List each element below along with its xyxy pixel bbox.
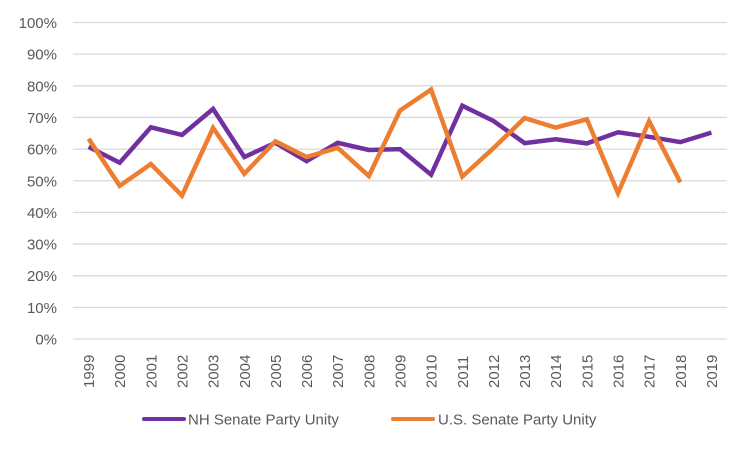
series-line-nh-senate-party-unity	[87, 102, 713, 179]
x-tick-label: 2007	[330, 355, 347, 388]
y-tick-label: 30%	[27, 237, 57, 254]
gridlines	[73, 21, 727, 340]
x-tick-label: 1999	[81, 355, 98, 388]
x-tick-label: 2019	[704, 355, 721, 388]
data-point-u-s-senate-party-unity-2002	[180, 193, 184, 197]
legend-item-nh-senate[interactable]: NH Senate Party Unity	[142, 412, 339, 429]
data-point-nh-senate-party-unity-2006	[304, 159, 308, 163]
x-tick-label: 2004	[237, 355, 254, 388]
x-tick-label: 2009	[393, 355, 410, 388]
data-point-nh-senate-party-unity-2016	[616, 130, 620, 134]
x-tick-label: 2003	[206, 355, 223, 388]
data-point-nh-senate-party-unity-1999	[86, 145, 90, 149]
data-point-nh-senate-party-unity-2002	[180, 133, 184, 137]
x-tick-label: 2000	[112, 355, 129, 388]
x-tick-label: 2002	[175, 355, 192, 388]
data-point-nh-senate-party-unity-2007	[336, 141, 340, 145]
data-point-nh-senate-party-unity-2008	[367, 148, 371, 152]
data-point-nh-senate-party-unity-2014	[554, 137, 558, 141]
x-tick-label: 2011	[455, 356, 472, 388]
data-point-u-s-senate-party-unity-2009	[398, 108, 402, 112]
legend: NH Senate Party Unity U.S. Senate Party …	[142, 412, 597, 429]
data-point-nh-senate-party-unity-2004	[242, 155, 246, 159]
data-point-u-s-senate-party-unity-2010	[429, 87, 433, 91]
data-point-u-s-senate-party-unity-2000	[118, 184, 122, 188]
data-point-nh-senate-party-unity-2019	[709, 130, 713, 134]
data-point-u-s-senate-party-unity-2005	[273, 139, 277, 143]
x-axis-tick-labels: 1999 2000 2001 2002 2003 2004 2005 2006 2007 2008…	[81, 355, 721, 388]
y-tick-label: 70%	[27, 110, 57, 127]
y-tick-label: 50%	[27, 173, 57, 190]
data-point-nh-senate-party-unity-2009	[398, 147, 402, 151]
data-point-u-s-senate-party-unity-2007	[336, 146, 340, 150]
y-tick-label: 90%	[27, 47, 57, 64]
data-point-nh-senate-party-unity-2015	[585, 141, 589, 145]
x-tick-label: 2006	[299, 355, 316, 388]
data-point-nh-senate-party-unity-2003	[211, 107, 215, 111]
x-tick-label: 2008	[361, 355, 378, 388]
data-point-nh-senate-party-unity-2018	[678, 140, 682, 144]
x-tick-label: 2001	[143, 355, 160, 388]
data-point-nh-senate-party-unity-2017	[647, 135, 651, 139]
series-line-u-s-senate-party-unity	[86, 86, 683, 200]
data-point-u-s-senate-party-unity-2018	[678, 180, 682, 184]
x-tick-label: 2012	[486, 355, 503, 388]
data-point-u-s-senate-party-unity-1999	[86, 136, 90, 140]
y-tick-label: 100%	[19, 15, 57, 32]
data-point-nh-senate-party-unity-2001	[149, 125, 153, 129]
series-lines	[86, 86, 713, 200]
data-point-u-s-senate-party-unity-2006	[304, 155, 308, 159]
data-point-nh-senate-party-unity-2000	[118, 161, 122, 165]
data-point-u-s-senate-party-unity-2017	[647, 119, 651, 123]
x-tick-label: 2014	[548, 355, 565, 388]
x-tick-label: 2016	[611, 355, 628, 388]
data-point-u-s-senate-party-unity-2011	[460, 174, 464, 178]
y-tick-label: 60%	[27, 142, 57, 159]
y-tick-label: 10%	[27, 300, 57, 317]
y-tick-label: 40%	[27, 205, 57, 222]
legend-item-us-senate[interactable]: U.S. Senate Party Unity	[391, 412, 597, 429]
data-point-u-s-senate-party-unity-2004	[242, 172, 246, 176]
x-tick-label: 2005	[268, 355, 285, 388]
data-point-nh-senate-party-unity-2013	[522, 141, 526, 145]
data-point-u-s-senate-party-unity-2003	[211, 126, 215, 130]
data-point-u-s-senate-party-unity-2015	[585, 117, 589, 121]
x-tick-label: 2017	[642, 355, 659, 388]
legend-label-us-senate: U.S. Senate Party Unity	[438, 412, 597, 429]
data-point-u-s-senate-party-unity-2014	[554, 125, 558, 129]
data-point-nh-senate-party-unity-2010	[429, 173, 433, 177]
y-axis-tick-labels: 0% 10% 20% 30% 40% 50% 60% 70% 80% 90% 100%	[19, 15, 57, 349]
x-tick-label: 2018	[673, 355, 690, 388]
data-point-u-s-senate-party-unity-2001	[149, 162, 153, 166]
data-point-nh-senate-party-unity-2011	[460, 104, 464, 108]
data-point-u-s-senate-party-unity-2013	[522, 116, 526, 120]
y-tick-label: 20%	[27, 268, 57, 285]
x-tick-label: 2010	[424, 355, 441, 388]
data-point-nh-senate-party-unity-2012	[491, 119, 495, 123]
y-tick-label: 80%	[27, 78, 57, 95]
x-tick-label: 2013	[517, 355, 534, 388]
data-point-u-s-senate-party-unity-2012	[491, 146, 495, 150]
y-tick-label: 0%	[35, 332, 57, 349]
data-point-u-s-senate-party-unity-2008	[367, 174, 371, 178]
legend-label-nh-senate: NH Senate Party Unity	[188, 412, 339, 429]
data-point-u-s-senate-party-unity-2016	[616, 191, 620, 195]
x-tick-label: 2015	[579, 355, 596, 388]
